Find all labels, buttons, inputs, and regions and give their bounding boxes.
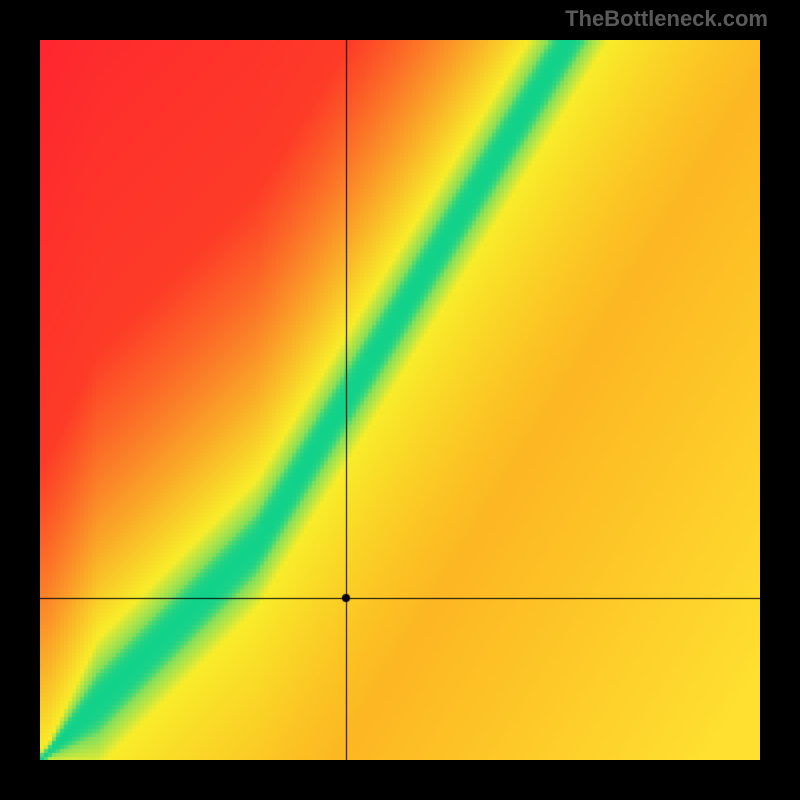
watermark-text: TheBottleneck.com — [565, 6, 768, 32]
bottleneck-heatmap — [40, 40, 760, 760]
heatmap-canvas — [40, 40, 760, 760]
